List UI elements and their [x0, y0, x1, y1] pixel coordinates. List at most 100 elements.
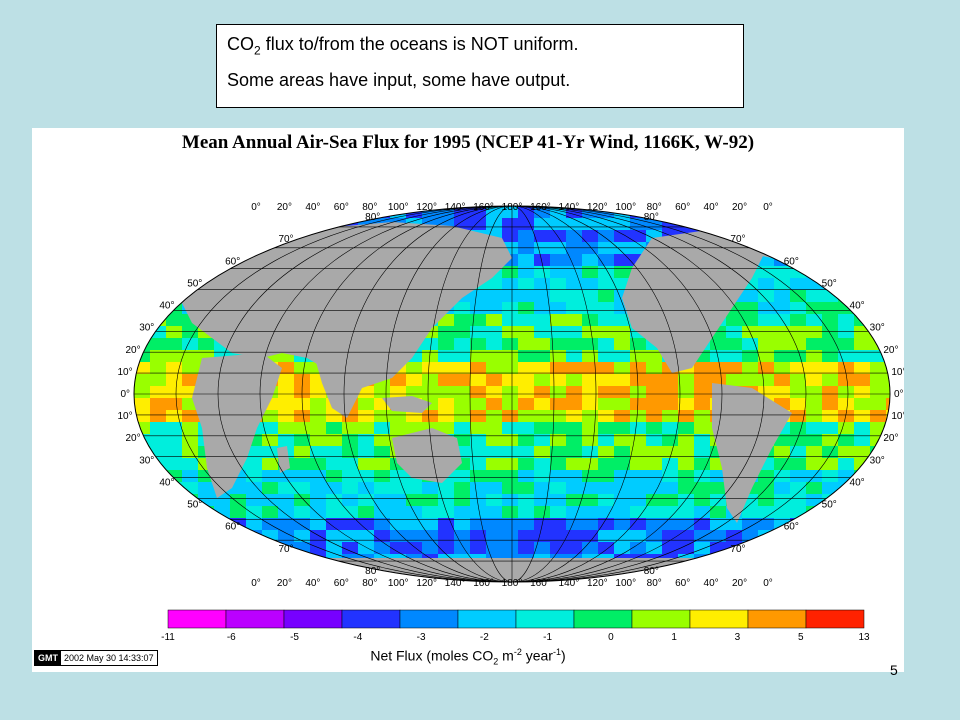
flux-cell [294, 494, 311, 507]
flux-cell [838, 218, 855, 231]
flux-cell [182, 326, 199, 339]
flux-cell [646, 470, 663, 483]
flux-cell [582, 458, 599, 471]
flux-cell [614, 422, 631, 435]
flux-cell [198, 482, 215, 495]
colorbar-segment [341, 609, 401, 629]
flux-cell [678, 458, 695, 471]
flux-cell [166, 218, 183, 231]
colorbar-tick-label: -2 [480, 632, 489, 643]
flux-cell [822, 518, 839, 531]
flux-cell [358, 422, 375, 435]
flux-cell [822, 362, 839, 375]
flux-cell [358, 470, 375, 483]
flux-cell [806, 506, 823, 519]
longitude-label: 20° [732, 578, 747, 589]
flux-cell [662, 482, 679, 495]
flux-cell [390, 386, 407, 399]
flux-cell [470, 398, 487, 411]
flux-cell [198, 266, 215, 279]
flux-cell [486, 518, 503, 531]
flux-cell [870, 266, 887, 279]
flux-cell [358, 482, 375, 495]
flux-cell [134, 506, 151, 519]
longitude-label: 140° [445, 578, 466, 589]
latitude-label: 40° [159, 477, 174, 488]
flux-cell [358, 410, 375, 423]
flux-cell [470, 350, 487, 363]
flux-cell [486, 410, 503, 423]
flux-cell [822, 302, 839, 315]
flux-cell [710, 482, 727, 495]
flux-cell [582, 338, 599, 351]
flux-cell [390, 422, 407, 435]
flux-cell [406, 518, 423, 531]
flux-cell [678, 446, 695, 459]
flux-cell [310, 506, 327, 519]
flux-cell [518, 242, 535, 255]
flux-cell [486, 326, 503, 339]
flux-cell [694, 422, 711, 435]
flux-cell [310, 410, 327, 423]
flux-cell [838, 530, 855, 543]
flux-cell [438, 386, 455, 399]
indonesia-land [382, 396, 432, 413]
flux-cell [246, 506, 263, 519]
flux-cell [534, 410, 551, 423]
flux-cell [198, 554, 215, 567]
flux-cell [614, 254, 631, 267]
flux-cell [358, 518, 375, 531]
flux-cell [294, 446, 311, 459]
longitude-label: 140° [445, 202, 466, 213]
flux-cell [534, 242, 551, 255]
flux-cell [886, 326, 890, 339]
flux-cell [566, 518, 583, 531]
flux-cell [550, 326, 567, 339]
longitude-label: 40° [305, 578, 320, 589]
flux-cell [518, 374, 535, 387]
flux-cell [518, 446, 535, 459]
flux-cell [230, 578, 247, 582]
flux-cell [790, 554, 807, 567]
flux-cell [150, 422, 167, 435]
flux-cell [438, 398, 455, 411]
flux-cell [598, 482, 615, 495]
flux-cell [518, 506, 535, 519]
flux-cell [438, 422, 455, 435]
flux-cell [566, 506, 583, 519]
flux-cell [518, 206, 535, 219]
flux-cell [838, 314, 855, 327]
flux-cell [358, 398, 375, 411]
flux-cell [470, 542, 487, 555]
flux-cell [550, 338, 567, 351]
flux-map-figure: Mean Annual Air-Sea Flux for 1995 (NCEP … [32, 128, 904, 672]
flux-cell [806, 302, 823, 315]
flux-cell [790, 242, 807, 255]
flux-cell [230, 566, 247, 579]
flux-cell [550, 386, 567, 399]
flux-cell [486, 398, 503, 411]
flux-cell [166, 434, 183, 447]
flux-cell [150, 230, 167, 243]
flux-cell [598, 254, 615, 267]
flux-cell [662, 566, 679, 579]
latitude-label: 10° [891, 411, 904, 422]
flux-cell [630, 242, 647, 255]
longitude-label: 40° [704, 578, 719, 589]
colorbar-segment [631, 609, 691, 629]
flux-cell [502, 458, 519, 471]
flux-cell [390, 518, 407, 531]
flux-cell [374, 410, 391, 423]
flux-cell [806, 386, 823, 399]
flux-cell [166, 422, 183, 435]
flux-cell [774, 482, 791, 495]
flux-cell [550, 542, 567, 555]
flux-cell [630, 530, 647, 543]
flux-cell [806, 578, 823, 582]
colorbar-title: Net Flux (moles CO2 m-2 year-1) [370, 647, 566, 667]
flux-cell [630, 542, 647, 555]
flux-cell [262, 566, 279, 579]
flux-cell [390, 494, 407, 507]
flux-cell [582, 302, 599, 315]
flux-cell [838, 458, 855, 471]
